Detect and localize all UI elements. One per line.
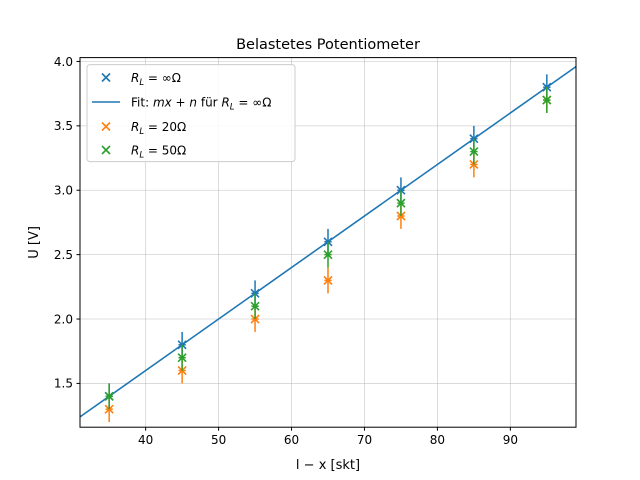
data-point (323, 267, 333, 294)
x-tick-label: 80 (430, 433, 445, 447)
x-marker (469, 147, 479, 157)
x-marker (104, 391, 114, 401)
x-axis-title: l − x [skt] (296, 458, 360, 473)
x-tick-label: 60 (284, 433, 299, 447)
series-2 (104, 87, 552, 410)
legend-label: RL = 50Ω (131, 143, 186, 160)
data-point (104, 383, 114, 410)
points-layer (104, 74, 552, 423)
y-tick-label: 1.5 (54, 377, 73, 391)
y-axis-title: U [V] (27, 226, 42, 259)
legend-entry: RL = 20Ω (101, 120, 186, 137)
legend-entry: Fit: mx + n für RL = ∞Ω (92, 95, 271, 112)
legend-entry: RL = 50Ω (101, 143, 186, 160)
x-marker (469, 159, 479, 170)
legend-label: Fit: mx + n für RL = ∞Ω (131, 95, 271, 112)
data-point (323, 241, 333, 268)
x-marker (542, 95, 552, 105)
y-tick-label: 2.5 (54, 248, 73, 262)
y-tick-label: 2.0 (54, 312, 73, 326)
x-marker (542, 82, 552, 92)
y-tick-label: 3.5 (54, 119, 73, 133)
legend-box (86, 64, 296, 163)
x-marker (177, 340, 187, 350)
x-marker (250, 301, 260, 311)
x-marker (396, 198, 406, 208)
y-tick-label: 4.0 (54, 55, 73, 69)
legend-label: RL = ∞Ω (131, 71, 181, 88)
x-tick-label: 50 (211, 433, 226, 447)
legend-label: RL = 20Ω (131, 120, 186, 137)
x-marker (323, 275, 333, 285)
x-tick-label: 70 (357, 433, 372, 447)
x-marker (250, 288, 260, 298)
plot-frame (79, 57, 577, 428)
chart-title: Belastetes Potentiometer (236, 37, 420, 53)
data-point (177, 344, 187, 371)
x-marker (177, 365, 187, 376)
y-tick-label: 3.0 (54, 184, 73, 198)
legend: RL = ∞Ω Fit: mx + n für RL = ∞Ω RL = 20Ω RL… (86, 64, 296, 163)
legend-entry: RL = ∞Ω (101, 71, 181, 88)
data-point (469, 138, 479, 165)
legend-marker (101, 72, 111, 83)
x-tick-label: 40 (138, 433, 153, 447)
legend-marker (101, 145, 111, 155)
x-axis: 40 50 60 70 80 90 (138, 427, 518, 447)
data-point (250, 293, 260, 320)
x-marker (177, 353, 187, 363)
legend-marker (101, 121, 111, 132)
y-axis: 1.5 2.0 2.5 3.0 3.5 4.0 (54, 55, 80, 391)
x-marker (104, 404, 114, 414)
x-marker (323, 237, 333, 247)
data-point (542, 87, 552, 113)
data-point (396, 190, 406, 216)
x-tick-label: 90 (503, 433, 518, 447)
x-marker (323, 250, 333, 260)
